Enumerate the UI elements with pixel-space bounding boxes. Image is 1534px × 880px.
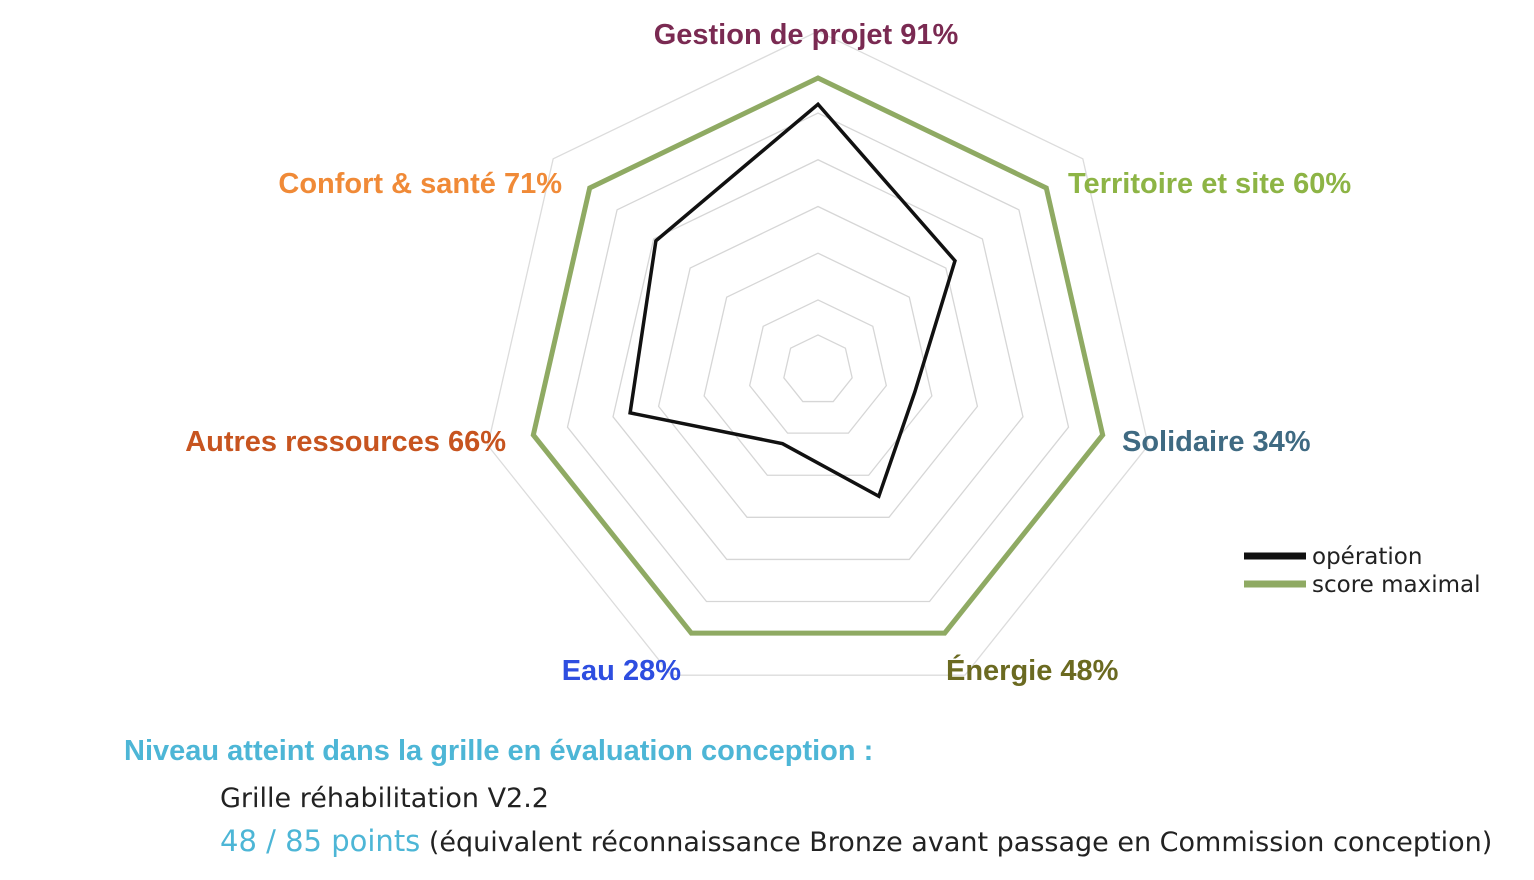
axis-label: Autres ressources 66% [185,426,506,458]
axis-label: Eau 28% [562,655,681,687]
axis-label: Territoire et site 60% [1068,168,1351,200]
grid-ring [657,205,979,518]
grid-ring-outer [487,30,1149,676]
grid-ring [566,112,1070,603]
axis-label: Gestion de projet 91% [654,19,959,51]
grid-ring [532,77,1104,634]
legend-label: opération [1312,544,1422,570]
radar-grid [487,30,1149,676]
axis-label: Confort & santé 71% [278,168,562,200]
axis-label: Solidaire 34% [1122,426,1311,458]
axis-labels: Gestion de projet 91% Territoire et site … [185,19,1351,687]
axis-label: Énergie 48% [946,653,1119,687]
series-score-maximal [530,75,1106,636]
grid-ring [783,334,853,403]
grid-ring [748,299,888,434]
grid-ring [703,252,933,476]
radar-series [530,75,1106,636]
grid-ring [612,159,1024,561]
series-operation [628,101,957,499]
legend-label: score maximal [1312,572,1481,598]
